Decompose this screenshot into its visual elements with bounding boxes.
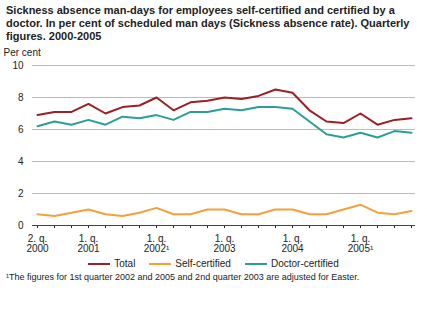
svg-text:0: 0	[18, 220, 24, 231]
svg-text:Per cent: Per cent	[4, 47, 41, 58]
svg-text:1. q.2005¹: 1. q.2005¹	[348, 233, 374, 254]
svg-text:8: 8	[18, 92, 24, 103]
svg-text:1. q.2002¹: 1. q.2002¹	[144, 233, 170, 254]
svg-text:2. q.2000: 2. q.2000	[26, 233, 49, 254]
svg-text:1. q.2004: 1. q.2004	[281, 233, 304, 254]
svg-text:4: 4	[18, 156, 24, 167]
html-text:Sickness absence man-days for: Sickness absence man-days for employees …	[6, 4, 410, 42]
html-text:Total: Total	[114, 258, 136, 269]
html-text:Self-certified: Self-certified	[175, 258, 231, 269]
svg-text:2: 2	[18, 188, 24, 199]
svg-text:1. q.2003: 1. q.2003	[213, 233, 236, 254]
svg-text:10: 10	[12, 60, 24, 71]
svg-text:6: 6	[18, 124, 24, 135]
html-text:¹The figures for 1st quarter 2: ¹The figures for 1st quarter 2002 and 20…	[6, 272, 360, 282]
svg-text:1. q.2001: 1. q.2001	[77, 233, 100, 254]
html-text:Doctor-certified: Doctor-certified	[270, 258, 339, 269]
